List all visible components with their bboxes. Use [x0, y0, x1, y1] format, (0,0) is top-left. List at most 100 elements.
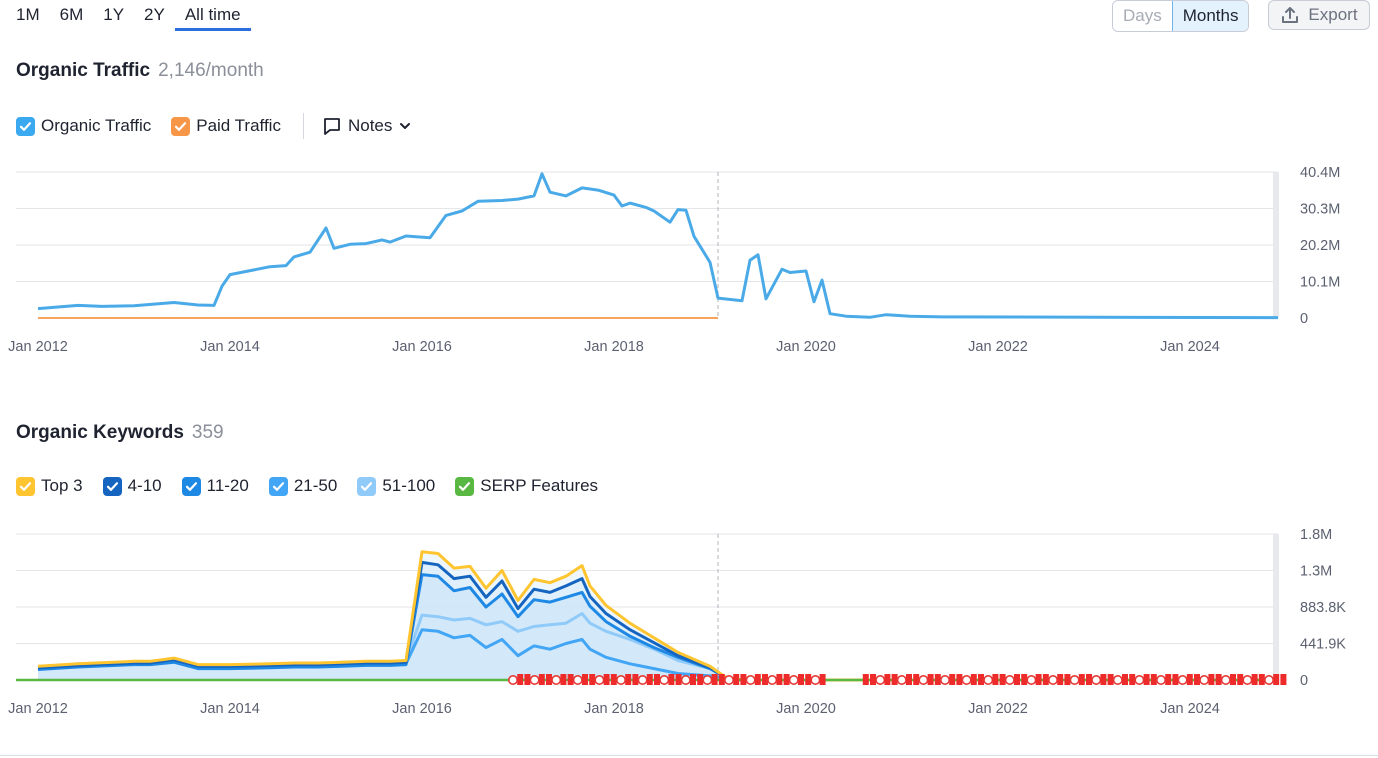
legend-serp-features[interactable]: SERP Features — [455, 476, 598, 496]
export-button[interactable]: Export — [1268, 0, 1370, 30]
range-tab-6m[interactable]: 6M — [59, 5, 84, 24]
keywords-xtick-label: Jan 2012 — [8, 701, 68, 717]
google-update-icon — [1004, 674, 1015, 685]
legend-organic-traffic[interactable]: Organic Traffic — [16, 116, 151, 136]
days-button[interactable]: Days — [1113, 1, 1172, 31]
flag-icon — [625, 674, 632, 685]
google-update-icon — [1069, 674, 1080, 685]
flag-icon — [1237, 674, 1244, 685]
flag-icon — [884, 674, 891, 685]
check-icon — [459, 481, 471, 491]
flag-icon — [1143, 674, 1150, 685]
paid-traffic-checkbox[interactable] — [171, 116, 191, 136]
keywords-xtick-label: Jan 2024 — [1160, 701, 1220, 717]
traffic-xtick-label: Jan 2022 — [968, 339, 1028, 355]
4-10-checkbox[interactable] — [102, 476, 122, 496]
check-icon — [361, 481, 373, 491]
google-update-icon — [1134, 674, 1145, 685]
google-update-icon — [939, 674, 950, 685]
range-tab-1m[interactable]: 1M — [16, 5, 40, 24]
legend-21-50[interactable]: 21-50 — [268, 476, 338, 496]
legend-label: 51-100 — [382, 476, 436, 495]
legend-label: 21-50 — [293, 476, 338, 495]
flag-icon — [1014, 674, 1020, 685]
google-update-icon — [1048, 674, 1059, 685]
legend-4-10[interactable]: 4-10 — [102, 476, 162, 496]
organic-keywords-value: 359 — [191, 422, 224, 443]
flag-icon — [524, 674, 531, 685]
flag-icon — [1280, 674, 1287, 685]
google-update-icon — [918, 674, 929, 685]
flag-icon — [546, 674, 552, 685]
flag-icon — [1122, 674, 1128, 685]
flag-icon — [1100, 674, 1107, 685]
legend-11-20[interactable]: 11-20 — [181, 476, 249, 496]
flag-icon — [999, 674, 1006, 685]
flag-icon — [978, 674, 984, 685]
export-label: Export — [1308, 5, 1358, 24]
range-tab-all-time[interactable]: All time — [174, 5, 251, 31]
flag-icon — [1107, 674, 1114, 685]
flag-icon — [733, 674, 740, 685]
flag-icon — [610, 674, 617, 685]
flag-icon — [1208, 674, 1215, 685]
flag-icon — [1251, 674, 1258, 685]
flag-icon — [762, 674, 768, 685]
google-update-icon — [572, 674, 583, 685]
keywords-xtick-label: Jan 2020 — [776, 701, 836, 717]
flag-icon — [1172, 674, 1179, 685]
check-icon — [175, 121, 187, 131]
legend-paid-traffic[interactable]: Paid Traffic — [171, 116, 281, 136]
flag-icon — [776, 674, 783, 685]
traffic-xtick-label: Jan 2018 — [584, 339, 644, 355]
upload-icon — [1282, 7, 1299, 23]
11-20-checkbox[interactable] — [181, 476, 201, 496]
flag-icon — [1042, 674, 1049, 685]
google-update-icon — [659, 674, 670, 685]
flag-icon — [690, 674, 696, 685]
months-button[interactable]: Months — [1171, 1, 1249, 31]
legend-51-100[interactable]: 51-100 — [357, 476, 435, 496]
google-update-icon — [1112, 674, 1123, 685]
flag-icon — [632, 674, 639, 685]
range-tab-1y[interactable]: 1Y — [103, 5, 125, 24]
51-100-checkbox[interactable] — [357, 476, 377, 496]
google-update-icon — [1220, 674, 1231, 685]
bottom-divider — [0, 755, 1378, 756]
serp-features-checkbox[interactable] — [455, 476, 475, 496]
keywords-ytick-label: 1.3M — [1300, 564, 1332, 580]
flag-icon — [711, 674, 718, 685]
flag-icon — [862, 674, 869, 685]
organic-keywords-title: Organic Keywords — [16, 422, 184, 443]
traffic-legend: Organic Traffic Paid Traffic Notes — [16, 113, 412, 139]
flag-icon — [1021, 674, 1028, 685]
traffic-xtick-label: Jan 2014 — [200, 339, 260, 355]
range-tab-2y[interactable]: 2Y — [144, 5, 165, 24]
granularity-toggle: Days Months — [1112, 0, 1250, 32]
check-icon — [272, 481, 284, 491]
google-update-icon — [615, 674, 626, 685]
flag-icon — [538, 674, 545, 685]
comment-icon — [324, 118, 340, 135]
21-50-checkbox[interactable] — [268, 476, 288, 496]
legend-label: SERP Features — [480, 476, 599, 495]
google-update-icon — [875, 674, 886, 685]
google-update-icon — [1091, 674, 1102, 685]
flag-icon — [927, 674, 934, 685]
legend-top-3[interactable]: Top 3 — [16, 476, 83, 496]
traffic-xtick-label: Jan 2020 — [776, 339, 836, 355]
google-update-icon — [551, 674, 562, 685]
flag-icon — [718, 674, 725, 685]
flag-icon — [1194, 674, 1200, 685]
organic-traffic-checkbox[interactable] — [16, 116, 35, 136]
flag-icon — [754, 674, 761, 685]
check-icon — [185, 481, 197, 491]
keywords-ytick-label: 883.8K — [1300, 600, 1346, 616]
traffic-xtick-label: Jan 2016 — [392, 339, 452, 355]
notes-dropdown[interactable]: Notes — [322, 116, 412, 136]
keywords-xtick-label: Jan 2016 — [392, 701, 452, 717]
keywords-scroll-edge — [1273, 534, 1279, 680]
top-3-checkbox[interactable] — [16, 476, 35, 496]
organic-traffic-value: 2,146/month — [158, 60, 264, 81]
google-update-icon — [702, 674, 713, 685]
